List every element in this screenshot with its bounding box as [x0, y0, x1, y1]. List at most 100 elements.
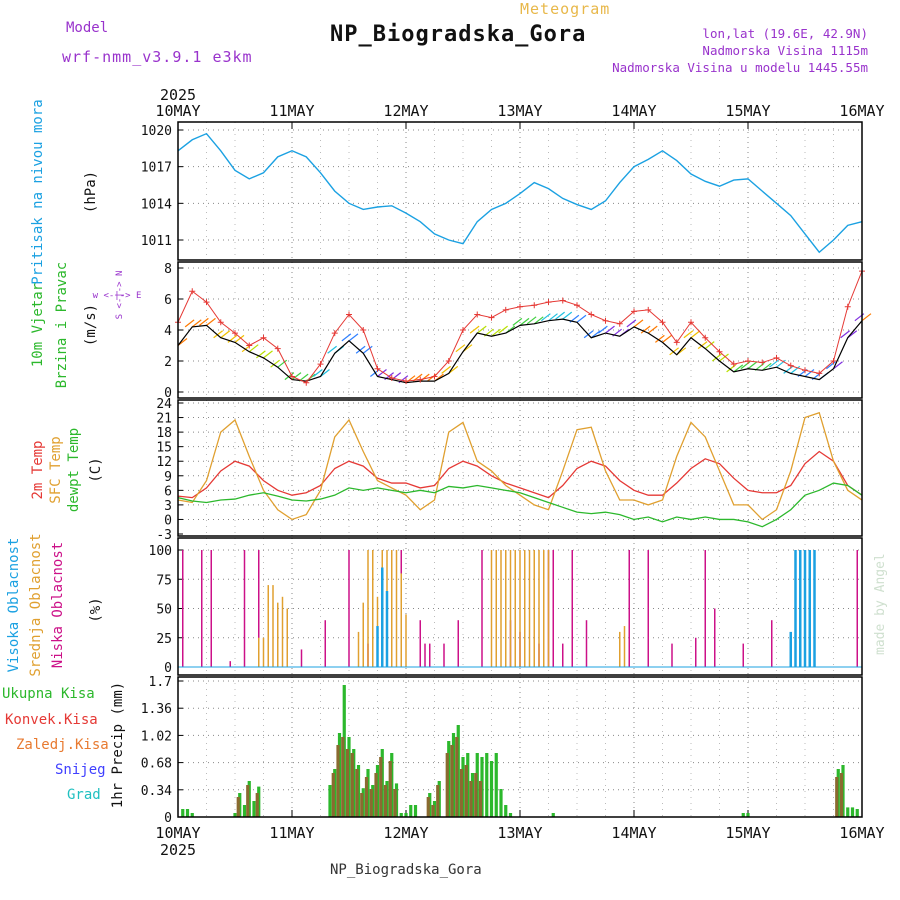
conv-precip-bar: [474, 773, 478, 817]
total-precip-bar: [499, 789, 503, 817]
conv-precip-bar: [464, 765, 468, 817]
gust-marker: [303, 379, 310, 386]
wind-barb: [512, 317, 523, 326]
temp-title-1: 2m Temp: [30, 440, 46, 499]
wind-barb: [704, 341, 715, 350]
wind-barb: [712, 353, 722, 362]
conv-precip-bar: [360, 793, 364, 817]
wind-compass-we: w <-|-> E: [93, 291, 142, 301]
gust-marker: [260, 334, 267, 341]
gust-marker: [232, 330, 238, 337]
dewpoint-line: [177, 482, 863, 528]
wind-barb: [533, 316, 544, 325]
conv-precip-bar: [455, 737, 459, 817]
gust-marker: [588, 311, 595, 318]
y-tick-label: 15: [156, 441, 172, 456]
conv-precip-bar: [393, 789, 397, 817]
x-top-label: 14MAY: [611, 102, 656, 120]
wind-barb: [263, 350, 273, 359]
gust-marker: [759, 359, 766, 366]
y-tick-label: 0: [164, 386, 172, 401]
conv-precip-bar: [236, 797, 240, 817]
meteogram-label: Meteogram: [520, 0, 611, 18]
gust-marker: [474, 311, 481, 318]
gust-marker: [403, 378, 409, 385]
gust-marker: [645, 306, 652, 313]
y-tick-label: 1011: [141, 234, 172, 249]
wind-barb: [697, 341, 708, 350]
gust-marker: [616, 320, 623, 327]
y-tick-label: 0.34: [141, 784, 172, 799]
conv-precip-bar: [469, 781, 473, 817]
gust-marker: [388, 375, 395, 382]
conv-precip-bar: [426, 797, 430, 817]
conv-precip-bar: [431, 805, 435, 817]
temperature-panel-frame: [177, 399, 863, 537]
total-precip-bar: [404, 813, 408, 817]
x-bottom-label: 11MAY: [269, 824, 314, 842]
total-precip-bar: [741, 813, 745, 817]
total-precip-bar: [185, 809, 190, 817]
wind-barb: [491, 328, 501, 337]
y-tick-label: 1.02: [141, 729, 172, 744]
wind-barb: [833, 361, 843, 370]
wind-barb: [790, 365, 801, 374]
total-precip-bar: [233, 813, 237, 817]
total-precip-bar: [850, 807, 855, 817]
x-top-label: 10MAY: [155, 102, 200, 120]
wind-title-1: 10m Vjetar: [30, 283, 46, 367]
wind-barb: [313, 369, 323, 377]
pressure-line: [177, 132, 863, 254]
y-tick-label: -3: [156, 528, 172, 543]
total-precip-bar: [328, 785, 332, 817]
total-precip-bar: [489, 761, 494, 817]
wind-barb: [320, 369, 330, 377]
conv-precip-bar: [459, 769, 464, 817]
precip-legend-4: Snijeg: [55, 762, 106, 778]
wind-barb: [590, 330, 601, 339]
total-precip-bar: [494, 753, 498, 817]
precip-panel-frame: [177, 676, 863, 818]
total-precip-bar: [746, 813, 750, 817]
total-precip-bar: [846, 807, 850, 817]
conv-precip-bar: [436, 785, 440, 817]
total-precip-bar: [181, 809, 185, 817]
wind-barb: [576, 314, 587, 323]
wind-barb: [690, 330, 701, 339]
wind-compass-sn: S <-|-> N: [115, 271, 125, 320]
wind-barb: [548, 313, 558, 322]
x-bottom-label: 15MAY: [725, 824, 770, 842]
conv-precip-bar: [355, 769, 359, 817]
y-tick-label: 4: [164, 324, 172, 339]
wind-speed-line: [177, 318, 863, 384]
wind-barb: [519, 317, 530, 326]
cloud-title-2: Srednja Oblacnost: [28, 533, 44, 676]
y-tick-label: 1.36: [141, 702, 172, 717]
conv-precip-bar: [478, 781, 483, 817]
conv-precip-bar: [246, 785, 250, 817]
x-bottom-label: 12MAY: [383, 824, 428, 842]
y-tick-label: 1014: [141, 197, 172, 212]
wind-barb: [662, 334, 672, 343]
wind-panel-frame: [177, 261, 863, 399]
wind-barb: [555, 311, 565, 320]
total-precip-bar: [413, 805, 418, 817]
conv-precip-bar: [345, 749, 350, 817]
wind-barb: [270, 359, 280, 368]
total-precip-bar: [409, 805, 413, 817]
wind-barb: [227, 334, 238, 343]
wind-barb: [234, 334, 245, 343]
wind-barb: [455, 344, 466, 353]
y-tick-label: 0: [164, 661, 172, 676]
wind-barb: [840, 330, 850, 339]
y-tick-label: 6: [164, 293, 172, 308]
wind-title-2: Brzina i Pravac: [54, 262, 70, 388]
station-info: lon,lat (19.6E, 42.9N) Nadmorska Visina …: [612, 25, 868, 76]
wind-ylabel: (m/s): [83, 304, 99, 346]
wind-barb: [291, 372, 302, 381]
wind-barb: [377, 369, 387, 377]
conv-precip-bar: [374, 773, 378, 817]
model-name: wrf-nmm_v3.9.1 e3km: [62, 48, 253, 66]
total-precip-bar: [855, 809, 859, 817]
gust-marker: [802, 367, 808, 374]
